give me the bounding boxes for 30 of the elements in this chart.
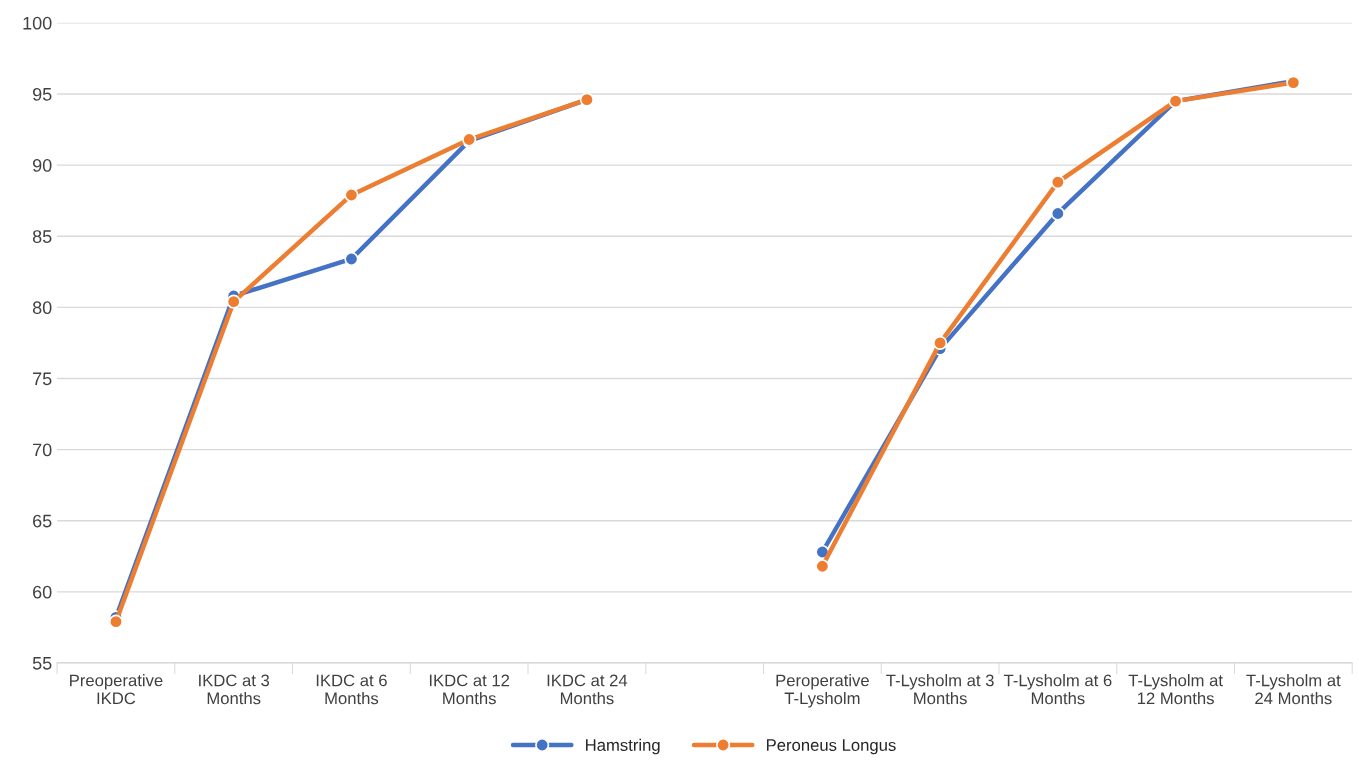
legend-label: Hamstring <box>586 738 660 755</box>
x-tick-label: IKDC at 12 Months <box>429 674 510 705</box>
x-tick-label: Peroperative T-Lysholm <box>776 674 869 708</box>
legend-label: Peroneus Longus <box>766 739 896 755</box>
point <box>226 294 241 309</box>
y-tick-label: 80 <box>32 301 52 315</box>
y-tick-label: 75 <box>33 372 52 386</box>
y-tick-label: 85 <box>32 230 52 243</box>
point <box>344 251 359 267</box>
point <box>1050 175 1065 190</box>
point <box>1050 206 1065 221</box>
x-tick-label: T-Lysholm at 3 Months <box>886 674 994 705</box>
x-tick-label: Preoperative IKDC <box>70 674 163 705</box>
y-tick-label: 95 <box>32 87 52 101</box>
point <box>344 187 359 203</box>
y-tick-label: 100 <box>23 16 52 30</box>
point <box>815 559 830 574</box>
point <box>933 335 948 350</box>
x-tick-label: T-Lysholm at 24 Months <box>1246 674 1341 705</box>
point <box>108 614 124 629</box>
y-tick-label: 55 <box>32 657 52 670</box>
y-tick-label: 60 <box>33 585 52 599</box>
x-tick-label: T-Lysholm at 12 Months <box>1128 674 1223 705</box>
x-tick-label: IKDC at 6 Months <box>316 674 387 705</box>
y-tick-label: 65 <box>33 514 52 528</box>
x-tick-label: T-Lysholm at 6 Months <box>1003 674 1112 705</box>
y-tick-label: 90 <box>32 159 52 172</box>
x-tick-label: IKDC at 24 Months <box>547 674 628 705</box>
y-tick-label: 70 <box>33 443 52 457</box>
x-tick-label: IKDC at 3 Months <box>199 674 270 705</box>
